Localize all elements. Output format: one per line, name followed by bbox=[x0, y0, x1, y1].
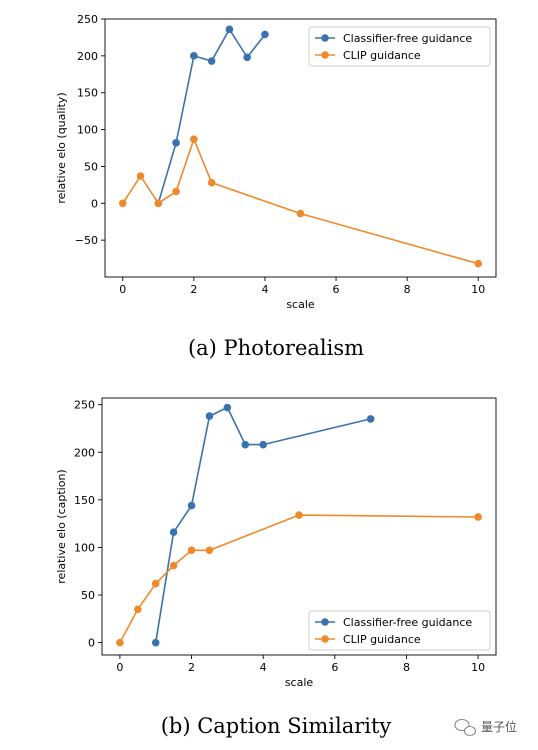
watermark: 量子位 bbox=[454, 718, 517, 737]
data-point bbox=[187, 546, 196, 555]
x-tick-label: 4 bbox=[261, 283, 268, 296]
data-point bbox=[296, 209, 305, 218]
x-tick-label: 8 bbox=[404, 283, 411, 296]
data-point bbox=[205, 412, 214, 420]
x-tick-label: 6 bbox=[331, 661, 338, 674]
y-tick-label: 150 bbox=[74, 494, 95, 507]
data-point bbox=[172, 139, 180, 147]
data-point bbox=[207, 178, 216, 187]
wechat-icon-bubble-small bbox=[463, 725, 477, 737]
data-point bbox=[169, 528, 178, 537]
series-line-clip bbox=[119, 514, 479, 643]
y-tick-label: −50 bbox=[75, 234, 98, 247]
data-point bbox=[225, 25, 234, 34]
y-tick-label: 0 bbox=[91, 197, 98, 210]
figure-caption: (a) Photorealism bbox=[188, 336, 364, 360]
legend-marker bbox=[321, 51, 329, 59]
x-tick-label: 10 bbox=[471, 283, 485, 296]
data-point bbox=[207, 57, 216, 65]
y-tick-label: 250 bbox=[74, 399, 95, 412]
data-point bbox=[241, 440, 250, 449]
x-tick-label: 4 bbox=[260, 661, 267, 674]
y-tick-label: 100 bbox=[74, 541, 95, 554]
legend-box bbox=[308, 26, 491, 67]
x-axis-label: scale bbox=[286, 298, 315, 311]
x-tick-label: 10 bbox=[471, 661, 485, 674]
legend-marker bbox=[321, 618, 329, 626]
data-point bbox=[187, 501, 196, 510]
y-axis-label: relative elo (quality) bbox=[55, 92, 68, 203]
watermark-text: 量子位 bbox=[481, 719, 517, 734]
y-tick-label: 0 bbox=[88, 637, 95, 650]
y-tick-label: 50 bbox=[84, 160, 98, 173]
plot-frame bbox=[104, 18, 497, 278]
data-point bbox=[366, 415, 375, 423]
figure-caption: (b) Caption Similarity bbox=[161, 714, 392, 738]
data-point bbox=[474, 259, 483, 268]
y-axis-label: relative elo (caption) bbox=[55, 469, 68, 583]
data-point bbox=[151, 579, 160, 588]
data-point bbox=[116, 638, 124, 647]
data-point bbox=[259, 440, 267, 449]
data-point bbox=[295, 511, 303, 519]
legend-marker bbox=[321, 635, 329, 643]
y-tick-label: 200 bbox=[77, 50, 98, 63]
legend-label: CLIP guidance bbox=[343, 633, 421, 646]
x-tick-label: 2 bbox=[188, 661, 195, 674]
x-tick-label: 2 bbox=[190, 283, 197, 296]
data-point bbox=[205, 546, 214, 555]
wechat-icon-bubble-large bbox=[454, 718, 470, 732]
data-point bbox=[172, 187, 180, 196]
data-point bbox=[154, 199, 163, 208]
data-point bbox=[474, 513, 482, 521]
data-point bbox=[118, 199, 127, 208]
data-point bbox=[243, 53, 251, 62]
y-tick-label: 150 bbox=[77, 87, 98, 100]
y-tick-label: 50 bbox=[81, 589, 95, 602]
y-tick-label: 250 bbox=[77, 13, 98, 26]
legend-label: Classifier-free guidance bbox=[343, 32, 472, 45]
data-point bbox=[223, 403, 232, 412]
plot-frame bbox=[101, 397, 497, 656]
x-tick-label: 0 bbox=[119, 283, 126, 296]
x-axis-label: scale bbox=[285, 676, 314, 689]
data-point bbox=[190, 52, 198, 60]
legend-label: Classifier-free guidance bbox=[343, 616, 472, 629]
data-point bbox=[169, 561, 178, 570]
x-tick-label: 0 bbox=[116, 661, 123, 674]
data-point bbox=[151, 638, 160, 647]
wechat-icon bbox=[454, 718, 477, 737]
legend-box bbox=[308, 610, 491, 651]
y-tick-label: 200 bbox=[74, 446, 95, 459]
y-tick-label: 100 bbox=[77, 124, 98, 137]
chart-photorealism: 0 2 4 6 8 10 −50 0 50 100 150 200 250 scale relative e… bbox=[55, 13, 497, 360]
data-point bbox=[190, 135, 198, 143]
data-point bbox=[134, 605, 142, 614]
series-line-clip bbox=[122, 136, 479, 265]
data-point bbox=[261, 30, 269, 39]
legend-marker bbox=[321, 34, 329, 42]
x-tick-label: 8 bbox=[403, 661, 410, 674]
legend-label: CLIP guidance bbox=[343, 49, 421, 62]
data-point bbox=[136, 172, 145, 180]
x-tick-label: 6 bbox=[333, 283, 340, 296]
